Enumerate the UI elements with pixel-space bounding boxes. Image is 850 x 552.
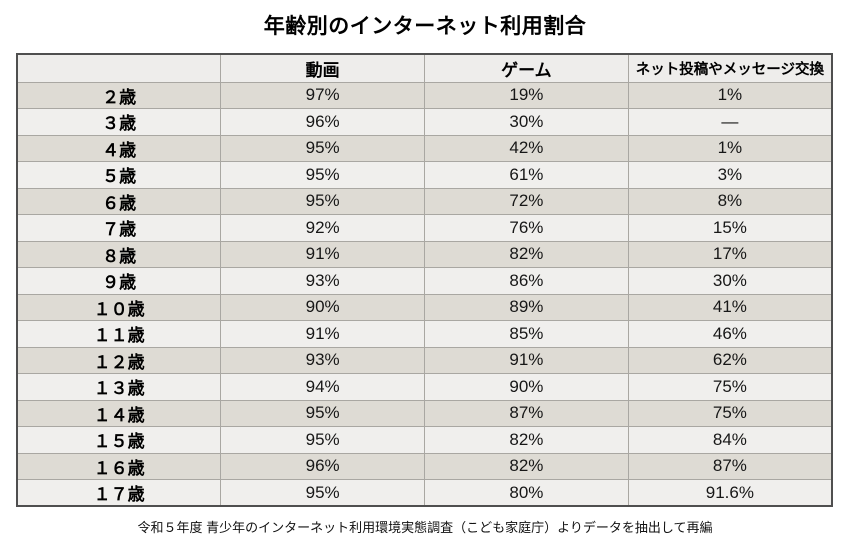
table-row: １６歳 96% 82% 87% [16, 452, 833, 480]
video-cell: 93% [220, 346, 425, 374]
game-cell: 76% [424, 214, 629, 242]
game-cell: 91% [424, 346, 629, 374]
table-row: ５歳 95% 61% 3% [16, 161, 833, 189]
video-cell: 95% [220, 479, 425, 507]
game-cell: 87% [424, 399, 629, 427]
video-cell: 95% [220, 426, 425, 454]
messaging-cell: 3% [627, 161, 833, 189]
game-cell: 82% [424, 426, 629, 454]
game-cell: 90% [424, 373, 629, 401]
table-row: １５歳 95% 82% 84% [16, 426, 833, 454]
messaging-cell: 1% [627, 81, 833, 109]
messaging-cell: 15% [627, 214, 833, 242]
age-cell: ９歳 [16, 267, 222, 295]
table-row: ６歳 95% 72% 8% [16, 187, 833, 215]
messaging-cell: 75% [627, 373, 833, 401]
messaging-cell: 84% [627, 426, 833, 454]
messaging-cell: 30% [627, 267, 833, 295]
age-cell: １７歳 [16, 479, 222, 507]
table-row: １０歳 90% 89% 41% [16, 293, 833, 321]
source-note: 令和５年度 青少年のインターネット利用環境実態調査（こども家庭庁）よりデータを抽… [137, 520, 713, 535]
header-row: 動画 ゲーム ネット投稿やメッセージ交換 [16, 53, 833, 83]
game-cell: 42% [424, 134, 629, 162]
table-row: １４歳 95% 87% 75% [16, 399, 833, 427]
game-cell: 72% [424, 187, 629, 215]
game-cell: 19% [424, 81, 629, 109]
game-cell: 30% [424, 108, 629, 136]
header-video-column: 動画 [220, 53, 425, 83]
video-cell: 91% [220, 240, 425, 268]
table-row: ２歳 97% 19% 1% [16, 81, 833, 109]
messaging-cell: 41% [627, 293, 833, 321]
video-cell: 94% [220, 373, 425, 401]
video-cell: 90% [220, 293, 425, 321]
age-cell: ４歳 [16, 134, 222, 162]
table-row: ８歳 91% 82% 17% [16, 240, 833, 268]
game-cell: 80% [424, 479, 629, 507]
game-cell: 82% [424, 240, 629, 268]
messaging-cell: 91.6% [627, 479, 833, 507]
age-cell: ２歳 [16, 81, 222, 109]
game-cell: 61% [424, 161, 629, 189]
age-cell: １２歳 [16, 346, 222, 374]
age-cell: １６歳 [16, 452, 222, 480]
game-cell: 86% [424, 267, 629, 295]
video-cell: 96% [220, 108, 425, 136]
game-cell: 85% [424, 320, 629, 348]
table-row: １１歳 91% 85% 46% [16, 320, 833, 348]
age-cell: １３歳 [16, 373, 222, 401]
age-cell: ８歳 [16, 240, 222, 268]
age-cell: １１歳 [16, 320, 222, 348]
messaging-cell: 75% [627, 399, 833, 427]
header-messaging-column: ネット投稿やメッセージ交換 [627, 53, 833, 83]
age-cell: ６歳 [16, 187, 222, 215]
table-row: ３歳 96% 30% — [16, 108, 833, 136]
video-cell: 95% [220, 161, 425, 189]
messaging-cell: 62% [627, 346, 833, 374]
header-age-column [16, 53, 222, 83]
age-cell: ７歳 [16, 214, 222, 242]
table-row: １２歳 93% 91% 62% [16, 346, 833, 374]
messaging-cell: 8% [627, 187, 833, 215]
age-cell: １４歳 [16, 399, 222, 427]
messaging-cell: 87% [627, 452, 833, 480]
messaging-cell: 1% [627, 134, 833, 162]
table-row: ４歳 95% 42% 1% [16, 134, 833, 162]
table-row: １３歳 94% 90% 75% [16, 373, 833, 401]
age-cell: １０歳 [16, 293, 222, 321]
video-cell: 95% [220, 187, 425, 215]
video-cell: 95% [220, 399, 425, 427]
messaging-cell: 46% [627, 320, 833, 348]
age-cell: １５歳 [16, 426, 222, 454]
messaging-cell: 17% [627, 240, 833, 268]
internet-usage-table: 動画 ゲーム ネット投稿やメッセージ交換 ２歳 97% 19% 1% ３歳 96% 30% —… [16, 53, 833, 507]
game-cell: 89% [424, 293, 629, 321]
video-cell: 97% [220, 81, 425, 109]
video-cell: 91% [220, 320, 425, 348]
table-row: ９歳 93% 86% 30% [16, 267, 833, 295]
video-cell: 95% [220, 134, 425, 162]
age-cell: ５歳 [16, 161, 222, 189]
video-cell: 96% [220, 452, 425, 480]
page-title: 年齢別のインターネット利用割合 [263, 15, 587, 38]
video-cell: 93% [220, 267, 425, 295]
game-cell: 82% [424, 452, 629, 480]
table-row: １７歳 95% 80% 91.6% [16, 479, 833, 507]
table-row: ７歳 92% 76% 15% [16, 214, 833, 242]
header-game-column: ゲーム [424, 53, 629, 83]
messaging-cell: — [627, 108, 833, 136]
video-cell: 92% [220, 214, 425, 242]
age-cell: ３歳 [16, 108, 222, 136]
